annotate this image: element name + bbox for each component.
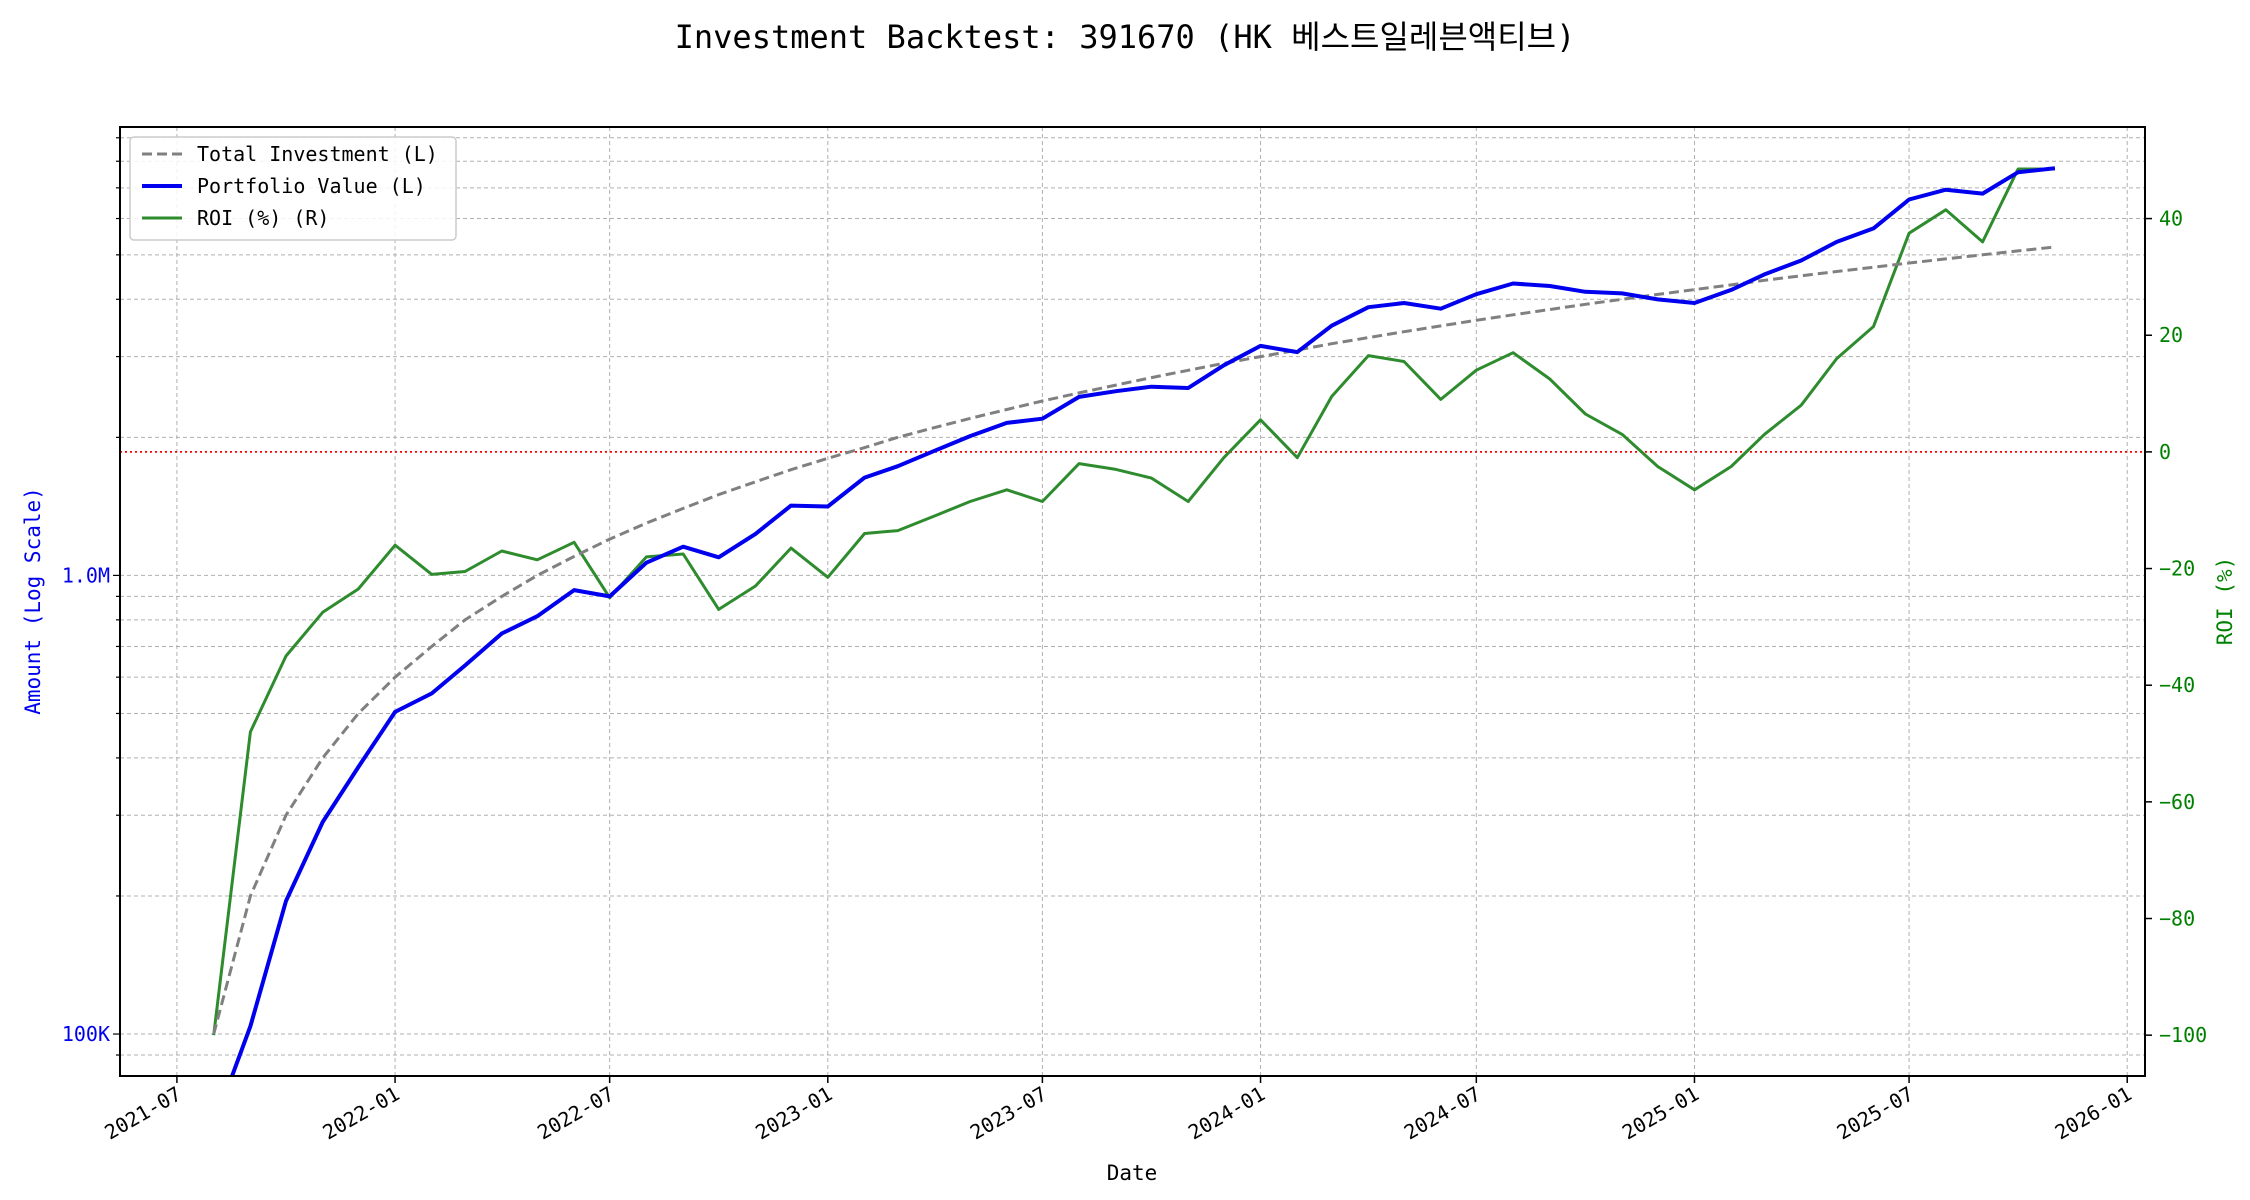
- x-tick-label: 2022-07: [533, 1082, 618, 1145]
- series-lines: [212, 166, 2056, 1076]
- x-tick-label: 2026-01: [2051, 1082, 2136, 1145]
- left-tick-label: 100K: [62, 1022, 110, 1046]
- x-tick-label: 2021-07: [100, 1082, 185, 1145]
- right-tick-label: −80: [2159, 907, 2195, 931]
- plot-frame: [119, 126, 2146, 1077]
- legend-box: [129, 136, 457, 241]
- legend-label-portfolio-value: Portfolio Value (L): [197, 174, 426, 198]
- left-tick-label: 1.0M: [62, 563, 110, 587]
- legend-label-total-investment: Total Investment (L): [197, 142, 438, 166]
- left-axis-ticks: 100K 1.0M: [62, 137, 120, 1056]
- total-investment-line: [212, 245, 2056, 1035]
- chart-title: Investment Backtest: 391670 (HK 베스트일레븐액티…: [675, 18, 1576, 56]
- grid-lines: [120, 127, 2145, 1076]
- x-tick-label: 2023-01: [751, 1082, 836, 1145]
- right-tick-label: 0: [2159, 440, 2171, 464]
- x-tick-label: 2024-07: [1400, 1082, 1485, 1145]
- right-axis-ticks: −100 −80 −60 −40 −20 0 20 40: [2145, 207, 2207, 1047]
- x-tick-label: 2025-01: [1618, 1082, 1703, 1145]
- x-tick-label: 2023-07: [966, 1082, 1051, 1145]
- x-axis-ticks: 2021-07 2022-01 2022-07 2023-01 2023-07 2024-…: [100, 1076, 2136, 1145]
- x-tick-label: 2022-01: [319, 1082, 404, 1145]
- right-tick-label: −100: [2159, 1023, 2207, 1047]
- right-tick-label: 40: [2159, 207, 2183, 231]
- x-tick-label: 2024-01: [1184, 1082, 1269, 1145]
- legend-label-roi: ROI (%) (R): [197, 206, 329, 230]
- legend: Total Investment (L) Portfolio Value (L)…: [129, 136, 457, 241]
- right-tick-label: −40: [2159, 673, 2195, 697]
- right-tick-label: −20: [2159, 557, 2195, 581]
- roi-line: [212, 167, 2055, 1036]
- portfolio-value-line: [229, 166, 2056, 1076]
- right-tick-label: 20: [2159, 323, 2183, 347]
- right-axis-label: ROI (%): [2213, 557, 2237, 646]
- x-tick-label: 2025-07: [1833, 1082, 1918, 1145]
- right-tick-label: −60: [2159, 790, 2195, 814]
- x-axis-label: Date: [1107, 1161, 1158, 1185]
- left-axis-label: Amount (Log Scale): [21, 487, 45, 715]
